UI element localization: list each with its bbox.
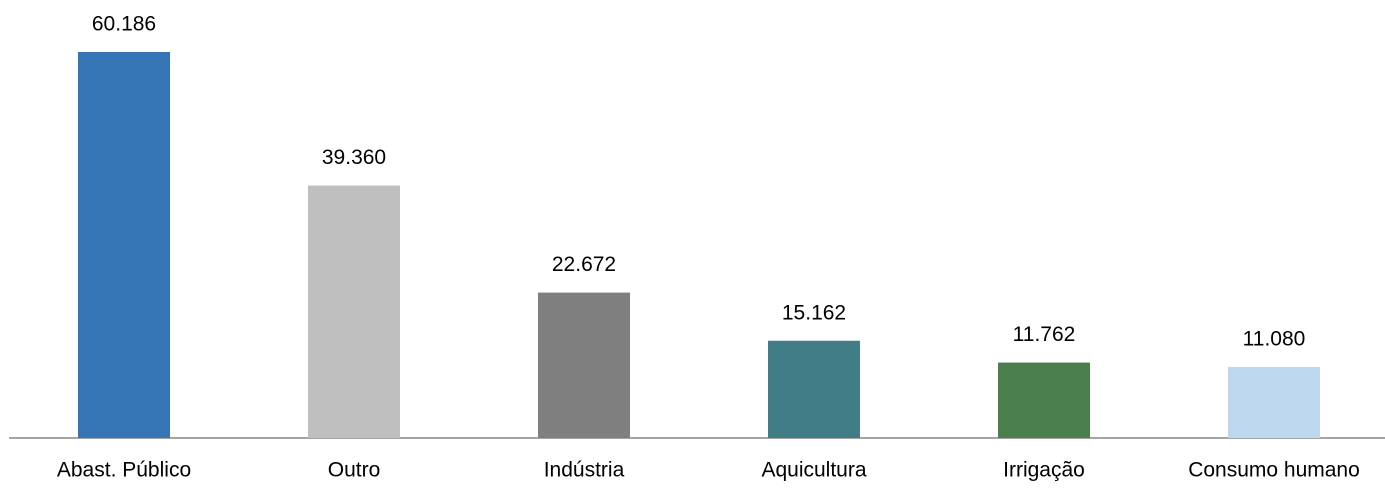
bar — [308, 185, 400, 438]
x-tick-label: Consumo humano — [1188, 459, 1360, 482]
bar — [998, 362, 1090, 438]
value-label: 11.080 — [1243, 327, 1306, 350]
x-tick-label: Irrigação — [1003, 459, 1085, 482]
x-tick-label: Abast. Público — [57, 459, 191, 482]
value-label: 39.360 — [322, 146, 386, 169]
x-tick-label: Aquicultura — [761, 459, 866, 482]
value-label: 15.162 — [782, 301, 846, 324]
x-tick-label: Outro — [328, 459, 381, 482]
bar — [768, 340, 860, 438]
bar — [538, 292, 630, 438]
value-label: 60.186 — [92, 13, 156, 36]
value-label: 22.672 — [552, 253, 616, 276]
x-tick-label: Indústria — [544, 459, 625, 482]
bar — [78, 52, 170, 438]
value-label: 11.762 — [1013, 323, 1076, 346]
bar — [1228, 366, 1320, 438]
